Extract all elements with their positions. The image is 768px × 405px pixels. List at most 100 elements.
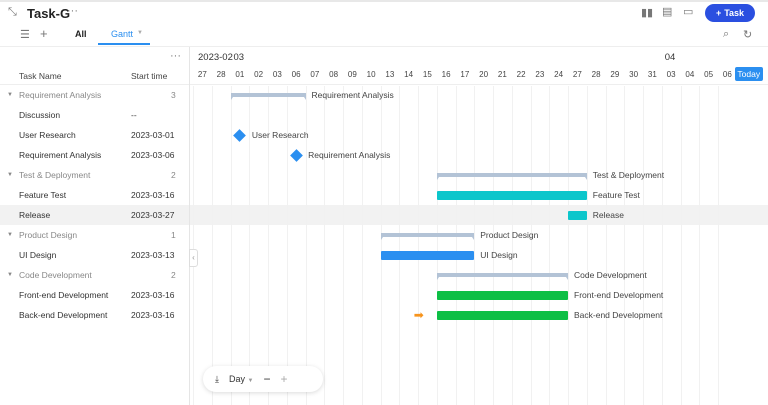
task-name: Discussion — [19, 110, 61, 120]
grid-line — [718, 86, 719, 405]
month-label: 2023-02 — [198, 52, 233, 63]
task-bar[interactable] — [568, 210, 587, 220]
grid-line — [436, 86, 438, 405]
grid-line — [643, 86, 644, 405]
caret-down-icon[interactable]: ▼ — [7, 92, 13, 98]
grid-line — [399, 86, 401, 405]
search-icon[interactable]: ⌕ — [723, 28, 730, 40]
column-options-icon[interactable]: ··· — [170, 50, 181, 62]
group-summary-bar[interactable] — [436, 273, 569, 280]
day-tick: 04 — [685, 70, 695, 79]
bar-label: Feature Test — [592, 190, 640, 200]
day-tick: 10 — [366, 70, 376, 79]
task-start-time: -- — [131, 110, 137, 120]
task-bar[interactable] — [380, 250, 475, 260]
task-start-time: 2023-03-16 — [131, 290, 175, 300]
tab-all[interactable]: All — [75, 29, 87, 39]
zoom-out-icon[interactable]: − — [263, 372, 271, 386]
group-count: 3 — [171, 90, 176, 100]
grid-line — [268, 86, 269, 405]
grid-line — [230, 86, 232, 405]
chevron-down-icon[interactable]: ▼ — [137, 30, 143, 36]
panel-divider — [189, 47, 190, 405]
grid-line — [568, 86, 569, 405]
group-row[interactable]: ▼ Product Design 1 — [0, 225, 768, 245]
grid-line — [493, 86, 494, 405]
task-name: Back-end Development — [19, 310, 108, 320]
column-header-start-time: Start time — [131, 71, 168, 81]
scale-select[interactable]: Day ▼ — [228, 374, 254, 384]
caret-down-icon[interactable]: ▼ — [7, 172, 13, 178]
grid-line — [380, 86, 382, 405]
table-row[interactable]: Requirement Analysis 2023-03-06 — [0, 145, 768, 165]
day-tick: 07 — [310, 70, 320, 79]
table-row[interactable]: Front-end Development 2023-03-16 — [0, 285, 768, 305]
day-tick: 28 — [216, 70, 226, 79]
collapse-panel-handle[interactable]: ‹ — [189, 249, 198, 267]
grid-line — [605, 86, 607, 405]
new-task-button[interactable]: + Task — [705, 4, 755, 22]
group-name: Code Development — [19, 270, 92, 280]
task-start-time: 2023-03-16 — [131, 190, 175, 200]
tab-gantt[interactable]: Gantt — [111, 29, 134, 39]
table-row[interactable]: Discussion -- — [0, 105, 768, 125]
task-bar[interactable] — [436, 290, 568, 300]
grid-line — [511, 86, 513, 405]
column-header-task-name: Task Name — [19, 71, 62, 81]
group-summary-bar[interactable] — [230, 93, 306, 100]
task-bar[interactable] — [436, 310, 568, 320]
bar-label: Requirement Analysis — [311, 90, 394, 100]
group-count: 2 — [171, 170, 176, 180]
table-row[interactable]: User Research 2023-03-01 — [0, 125, 768, 145]
task-name: User Research — [19, 130, 76, 140]
bar-label: UI Design — [480, 250, 518, 260]
day-tick: 03 — [272, 70, 282, 79]
day-tick: 22 — [516, 70, 526, 79]
task-start-time: 2023-03-01 — [131, 130, 175, 140]
group-summary-bar[interactable] — [380, 233, 475, 240]
bar-label: User Research — [251, 130, 309, 140]
zoom-in-icon[interactable]: + — [280, 372, 288, 386]
day-tick: 27 — [572, 70, 582, 79]
grid-line — [455, 86, 457, 405]
table-row[interactable]: UI Design 2023-03-13 — [0, 245, 768, 265]
group-name: Test & Deployment — [19, 170, 91, 180]
bar-label: Code Development — [574, 270, 647, 280]
grid-line — [193, 86, 194, 405]
table-row[interactable]: Feature Test 2023-03-16 — [0, 185, 768, 205]
table-row[interactable]: Back-end Development 2023-03-16 — [0, 305, 768, 325]
today-button[interactable]: Today — [734, 67, 763, 81]
grid-line — [305, 86, 307, 405]
refresh-icon[interactable]: ↻ — [743, 29, 753, 41]
table-row[interactable]: Release 2023-03-27 — [0, 205, 768, 225]
task-name: UI Design — [19, 250, 57, 260]
caret-down-icon[interactable]: ▼ — [7, 272, 13, 278]
inbox-icon[interactable]: ▭ — [683, 6, 694, 18]
bar-chart-icon[interactable]: ▮▮ — [641, 7, 654, 19]
dependency-arrow-icon[interactable]: ➡ — [413, 308, 424, 322]
group-summary-bar[interactable] — [436, 173, 587, 180]
expand-icon[interactable]: ⤡ — [8, 6, 17, 18]
ellipsis-icon[interactable]: ··· — [67, 5, 78, 17]
add-view-icon[interactable]: + — [40, 26, 48, 41]
day-tick: 05 — [704, 70, 714, 79]
day-tick: 21 — [497, 70, 507, 79]
caret-down-icon[interactable]: ▼ — [7, 232, 13, 238]
grid-line — [474, 86, 476, 405]
bar-label: Requirement Analysis — [308, 150, 391, 160]
day-tick: 15 — [422, 70, 432, 79]
group-row[interactable]: ▼ Requirement Analysis 3 — [0, 85, 768, 105]
task-name: Feature Test — [19, 190, 67, 200]
grid-line — [286, 86, 288, 405]
zoom-toolbar: ⤓ Day ▼ − + — [203, 366, 323, 392]
day-tick: 27 — [197, 70, 207, 79]
group-row[interactable]: ▼ Code Development 2 — [0, 265, 768, 285]
comment-icon[interactable]: ▤ — [662, 6, 673, 18]
top-border — [0, 0, 768, 2]
group-row[interactable]: ▼ Test & Deployment 2 — [0, 165, 768, 185]
grid-line — [549, 86, 551, 405]
download-icon[interactable]: ⤓ — [215, 373, 219, 384]
task-bar[interactable] — [436, 190, 587, 200]
group-count: 1 — [171, 230, 176, 240]
menu-icon[interactable]: ☰ — [20, 29, 30, 41]
